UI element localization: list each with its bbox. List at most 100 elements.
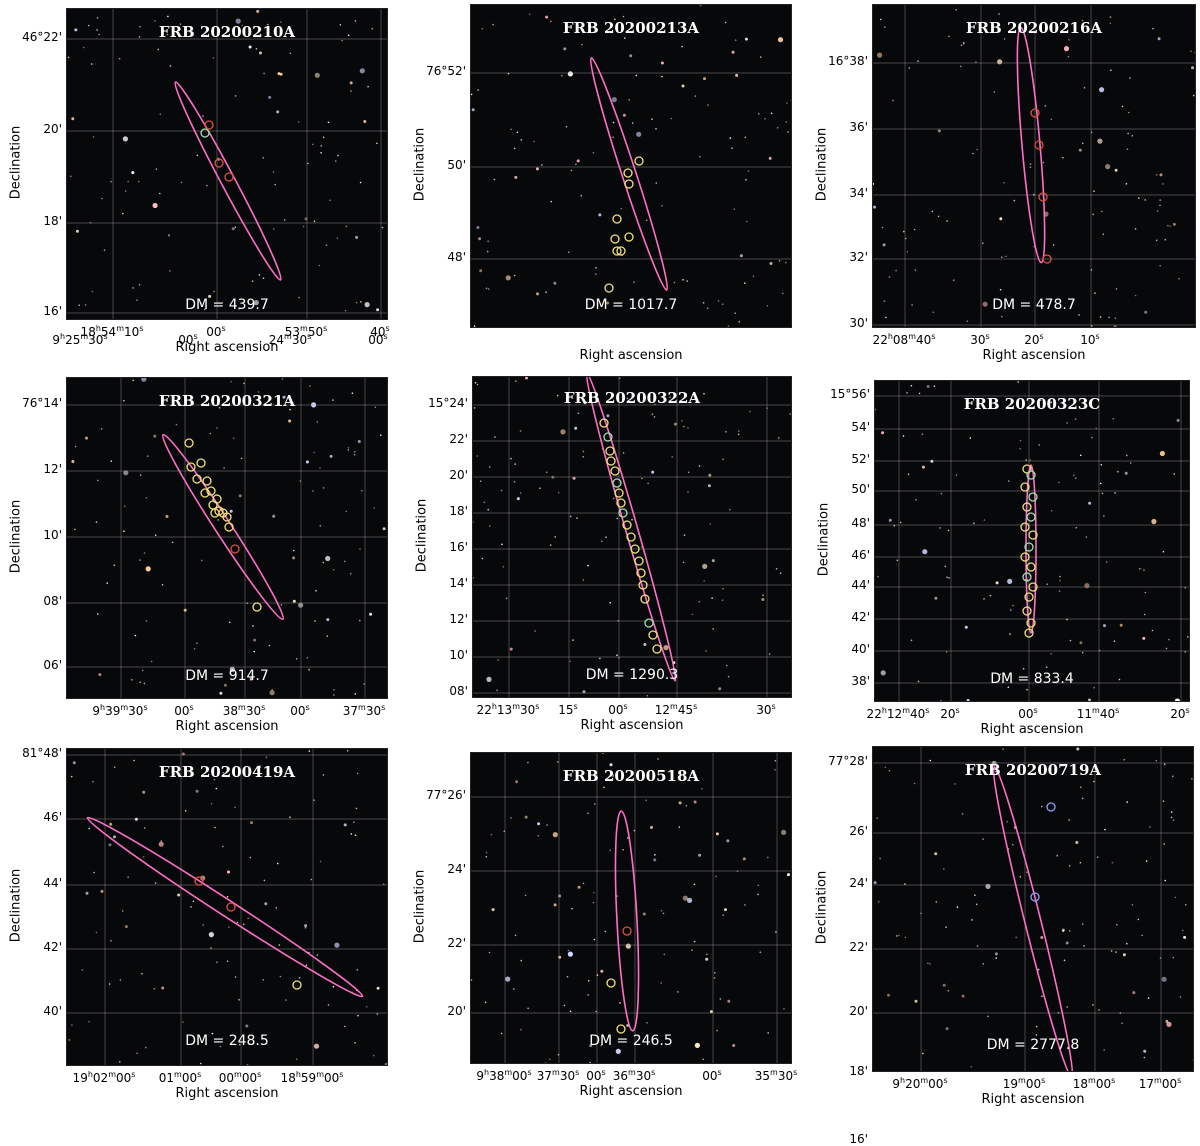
star bbox=[145, 620, 148, 622]
star bbox=[1079, 454, 1082, 457]
star bbox=[347, 34, 350, 37]
star bbox=[209, 432, 212, 435]
star bbox=[572, 476, 576, 480]
star bbox=[263, 879, 266, 882]
x-tick-label: 15s bbox=[558, 702, 578, 717]
star bbox=[1100, 463, 1103, 466]
star bbox=[313, 1043, 320, 1049]
star bbox=[1143, 1056, 1146, 1059]
star bbox=[326, 618, 330, 622]
star bbox=[487, 508, 489, 511]
star bbox=[619, 1002, 621, 1004]
star bbox=[87, 24, 90, 27]
star bbox=[305, 964, 308, 967]
star bbox=[92, 780, 94, 783]
star bbox=[681, 420, 683, 422]
x-tick-label: 37m30s bbox=[342, 703, 386, 718]
star bbox=[1041, 805, 1043, 808]
star bbox=[200, 302, 202, 304]
star bbox=[347, 449, 350, 451]
host-candidate-circle bbox=[204, 120, 214, 130]
star bbox=[1110, 950, 1113, 952]
star bbox=[268, 95, 272, 99]
star bbox=[169, 65, 172, 67]
star bbox=[473, 521, 474, 523]
star bbox=[236, 921, 239, 924]
star bbox=[1174, 896, 1177, 899]
y-axis-label: Declination bbox=[8, 868, 24, 943]
x-tick-label: 22h08m40s bbox=[872, 332, 936, 347]
star bbox=[732, 1044, 736, 1047]
star bbox=[653, 416, 656, 418]
star bbox=[492, 23, 494, 26]
star bbox=[275, 907, 278, 909]
star bbox=[193, 305, 196, 308]
star bbox=[729, 137, 732, 139]
star bbox=[1093, 190, 1095, 192]
host-candidate-circle bbox=[1030, 108, 1040, 118]
star bbox=[122, 212, 124, 215]
star bbox=[682, 279, 684, 281]
y-tick-label: 08' bbox=[43, 594, 62, 608]
star bbox=[136, 1052, 138, 1055]
star bbox=[716, 1029, 718, 1032]
star bbox=[782, 292, 784, 295]
star bbox=[975, 903, 978, 906]
star bbox=[314, 620, 316, 622]
star bbox=[939, 527, 941, 529]
star bbox=[742, 857, 746, 861]
star bbox=[110, 940, 112, 942]
star bbox=[729, 508, 731, 511]
star bbox=[1094, 292, 1096, 294]
star bbox=[904, 883, 906, 885]
star bbox=[631, 518, 633, 521]
star bbox=[339, 24, 342, 26]
star bbox=[671, 456, 673, 458]
star bbox=[609, 763, 613, 767]
star bbox=[612, 497, 615, 500]
star bbox=[1126, 148, 1129, 150]
star bbox=[249, 677, 253, 681]
star bbox=[576, 159, 580, 163]
star bbox=[647, 482, 649, 485]
star bbox=[706, 953, 708, 956]
star bbox=[1165, 647, 1168, 650]
star bbox=[1025, 459, 1027, 461]
star bbox=[139, 559, 141, 561]
star bbox=[154, 20, 156, 22]
star bbox=[694, 1042, 700, 1048]
star bbox=[991, 760, 997, 767]
star bbox=[514, 934, 517, 937]
star bbox=[1190, 50, 1192, 53]
star bbox=[71, 1024, 73, 1026]
star bbox=[1078, 148, 1082, 152]
star bbox=[200, 875, 206, 881]
star bbox=[1176, 418, 1180, 422]
star bbox=[1019, 876, 1022, 878]
star bbox=[1184, 903, 1187, 906]
star bbox=[721, 599, 724, 601]
star bbox=[262, 979, 264, 981]
star bbox=[717, 300, 720, 302]
star bbox=[933, 385, 936, 387]
star bbox=[757, 884, 760, 887]
star bbox=[123, 505, 126, 507]
y-tick-label: 22' bbox=[849, 940, 868, 954]
star bbox=[1121, 1022, 1123, 1024]
star bbox=[363, 120, 367, 123]
star bbox=[882, 243, 886, 247]
star bbox=[969, 437, 972, 439]
star bbox=[633, 281, 635, 284]
star bbox=[1098, 1009, 1100, 1011]
star bbox=[702, 302, 705, 304]
star bbox=[918, 392, 921, 395]
star bbox=[252, 625, 254, 627]
host-candidate-circle bbox=[1024, 592, 1034, 602]
star bbox=[733, 208, 736, 210]
x-tick-label: 00s bbox=[608, 702, 628, 717]
star bbox=[1039, 399, 1042, 401]
star bbox=[1143, 613, 1146, 616]
star bbox=[473, 407, 476, 409]
star bbox=[318, 264, 321, 267]
star bbox=[1013, 199, 1016, 202]
